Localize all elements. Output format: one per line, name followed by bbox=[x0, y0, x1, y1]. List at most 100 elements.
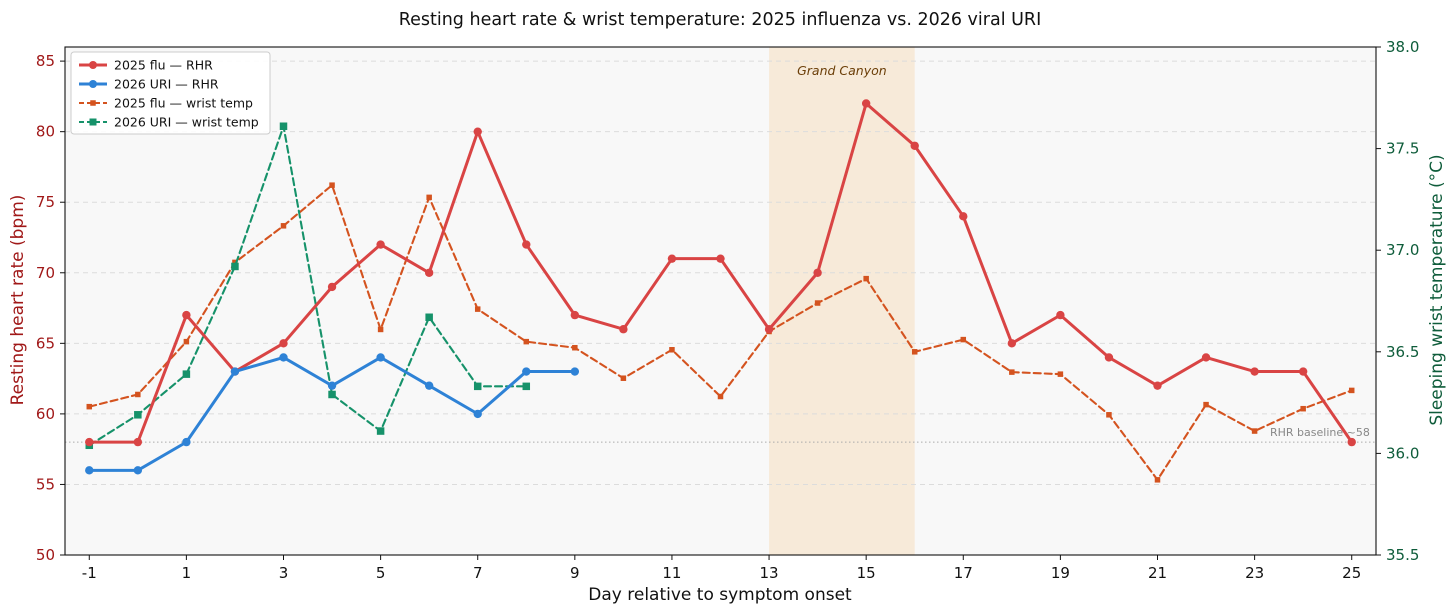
data-point bbox=[1007, 339, 1017, 348]
data-point bbox=[473, 127, 482, 136]
data-point bbox=[425, 313, 433, 322]
data-point bbox=[85, 466, 94, 475]
legend-swatch-marker bbox=[89, 118, 97, 126]
y2-tick-label: 36.5 bbox=[1386, 343, 1419, 361]
chart-title: Resting heart rate & wrist temperature: … bbox=[399, 10, 1042, 30]
data-point bbox=[1009, 369, 1015, 375]
y-axis-right-title: Sleeping wrist temperature (°C) bbox=[1427, 154, 1447, 425]
data-point bbox=[1154, 477, 1161, 483]
data-point bbox=[328, 390, 336, 399]
data-point bbox=[327, 381, 337, 390]
data-point bbox=[522, 367, 531, 376]
data-point bbox=[230, 367, 240, 376]
data-point bbox=[1201, 353, 1211, 362]
y2-tick-label: 37.5 bbox=[1386, 140, 1419, 158]
data-point bbox=[182, 370, 191, 378]
data-point bbox=[861, 99, 871, 108]
annotation-span bbox=[769, 47, 915, 555]
legend: 2025 flu — RHR 2026 URI — RHR 2025 flu — w… bbox=[70, 51, 271, 135]
x-tick-label: 15 bbox=[857, 564, 876, 582]
data-point bbox=[86, 403, 93, 410]
data-point bbox=[570, 310, 580, 320]
data-point bbox=[377, 326, 384, 333]
data-point bbox=[376, 353, 385, 362]
data-point bbox=[814, 300, 821, 306]
x-tick-label: 25 bbox=[1342, 564, 1361, 582]
data-point bbox=[620, 375, 627, 381]
plot-frame bbox=[64, 46, 1377, 556]
data-point bbox=[619, 325, 628, 334]
x-tick-label: 13 bbox=[760, 564, 779, 582]
x-tick-label: 21 bbox=[1148, 564, 1167, 582]
data-point bbox=[1104, 353, 1114, 362]
data-point bbox=[863, 275, 869, 282]
y-tick-label: 50 bbox=[36, 546, 55, 564]
x-tick-label: 19 bbox=[1051, 564, 1070, 582]
annotation-span-label: Grand Canyon bbox=[797, 63, 887, 78]
data-point bbox=[910, 141, 919, 150]
data-point bbox=[279, 353, 288, 362]
legend-label: 2025 flu — RHR bbox=[114, 58, 213, 73]
data-point bbox=[570, 367, 580, 376]
data-point bbox=[279, 122, 288, 130]
data-point bbox=[279, 339, 288, 348]
data-point bbox=[133, 466, 143, 475]
data-point bbox=[182, 310, 191, 320]
data-point bbox=[1251, 428, 1258, 434]
y2-tick-label: 38.0 bbox=[1386, 38, 1419, 56]
data-point bbox=[1153, 381, 1162, 390]
x-tick-label: 3 bbox=[279, 564, 289, 582]
x-tick-label: 23 bbox=[1245, 564, 1264, 582]
data-point bbox=[280, 223, 287, 229]
data-point bbox=[911, 349, 918, 355]
data-point bbox=[376, 427, 385, 435]
x-tick-label: 7 bbox=[473, 564, 483, 582]
y-tick-label: 80 bbox=[36, 123, 55, 141]
legend-label: 2026 URI — wrist temp bbox=[114, 115, 259, 130]
data-point bbox=[182, 437, 191, 447]
x-tick-label: 5 bbox=[376, 564, 386, 582]
y-tick-label: 65 bbox=[36, 334, 55, 352]
series-layer bbox=[85, 99, 1356, 483]
y2-tick-label: 35.5 bbox=[1386, 546, 1419, 564]
data-point bbox=[1057, 371, 1064, 377]
series-line bbox=[88, 125, 528, 447]
data-point bbox=[473, 382, 482, 391]
y-axis-right: 35.5 36.0 36.5 37.0 37.5 38.0 bbox=[1376, 38, 1419, 564]
legend-label: 2026 URI — RHR bbox=[114, 77, 219, 92]
y2-tick-label: 36.0 bbox=[1386, 444, 1419, 462]
legend-box bbox=[70, 51, 271, 135]
data-point bbox=[1250, 367, 1259, 376]
data-point bbox=[426, 194, 432, 201]
annotation-span-layer: Grand Canyon bbox=[769, 47, 915, 555]
y-tick-label: 70 bbox=[36, 264, 55, 282]
data-point bbox=[231, 262, 239, 271]
legend-swatch-marker bbox=[89, 61, 97, 69]
data-point bbox=[813, 268, 822, 277]
series-2 bbox=[85, 353, 580, 475]
data-point bbox=[232, 259, 238, 266]
data-point bbox=[1298, 367, 1308, 376]
y-tick-label: 85 bbox=[36, 52, 55, 70]
x-tick-label: 11 bbox=[662, 564, 681, 582]
x-tick-label: 9 bbox=[570, 564, 580, 582]
x-axis: -1 1 3 5 7 9 11 13 15 17 19 21 23 25 bbox=[82, 555, 1361, 582]
data-point bbox=[960, 336, 967, 343]
series-1 bbox=[85, 99, 1356, 447]
y-tick-label: 75 bbox=[36, 193, 55, 211]
y-axis-left: 50 55 60 65 70 75 80 85 bbox=[36, 52, 65, 564]
data-point bbox=[669, 347, 675, 353]
data-point bbox=[329, 182, 335, 188]
x-axis-title: Day relative to symptom onset bbox=[588, 585, 852, 605]
data-point bbox=[523, 338, 530, 345]
data-point bbox=[424, 268, 434, 277]
y-tick-label: 60 bbox=[36, 405, 55, 423]
data-point bbox=[959, 212, 968, 221]
data-point bbox=[717, 393, 724, 400]
legend-swatch-marker bbox=[90, 100, 96, 106]
data-point bbox=[133, 437, 143, 447]
x-tick-label: 17 bbox=[954, 564, 973, 582]
data-point bbox=[376, 240, 385, 249]
